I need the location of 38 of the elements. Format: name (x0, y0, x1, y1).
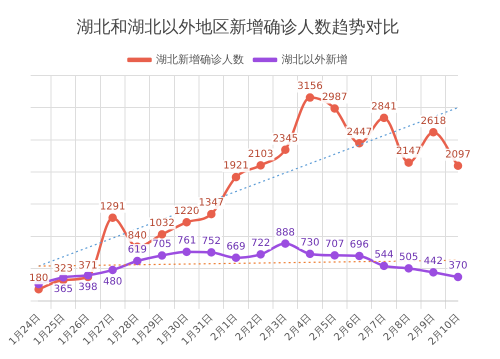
data-label: 2345 (272, 133, 298, 144)
data-label: 761 (177, 235, 196, 246)
data-label: 323 (54, 264, 73, 275)
data-label: 3156 (297, 81, 323, 92)
data-label: 619 (128, 244, 147, 256)
data-label: 370 (448, 260, 468, 272)
data-label: 669 (226, 241, 246, 252)
data-label: 722 (251, 238, 270, 249)
data-label: 2987 (322, 92, 348, 104)
chart-title: 湖北和湖北以外地区新增确诊人数趋势对比 (76, 18, 400, 38)
data-label: 398 (78, 282, 98, 293)
data-label: 696 (350, 240, 369, 251)
data-label: 180 (29, 272, 48, 284)
data-label: 888 (276, 227, 295, 238)
data-label: 371 (78, 260, 98, 272)
data-label: 1291 (100, 201, 126, 212)
legend-label: 湖北新增确诊人数 (156, 52, 244, 66)
data-label: 2103 (248, 148, 274, 160)
data-label: 705 (152, 239, 172, 250)
data-label: 544 (374, 249, 394, 260)
data-label: 730 (300, 237, 320, 248)
data-label: 752 (202, 236, 221, 248)
data-label: 707 (325, 238, 344, 250)
data-label: 365 (54, 284, 73, 295)
data-label: 1347 (198, 198, 224, 209)
data-label: 1921 (223, 160, 249, 172)
data-label: 480 (103, 276, 122, 288)
legend-label: 湖北以外新增 (282, 52, 348, 66)
data-label: 2097 (445, 149, 471, 160)
data-label: 1220 (174, 206, 200, 217)
data-label: 2447 (346, 126, 372, 138)
data-label: 1032 (149, 218, 175, 229)
data-label: 505 (399, 252, 418, 263)
data-label: 2618 (420, 116, 446, 127)
data-label: 840 (128, 230, 147, 242)
data-label: 442 (424, 256, 443, 267)
data-label: 2147 (396, 146, 422, 158)
data-label: 2841 (371, 101, 397, 112)
